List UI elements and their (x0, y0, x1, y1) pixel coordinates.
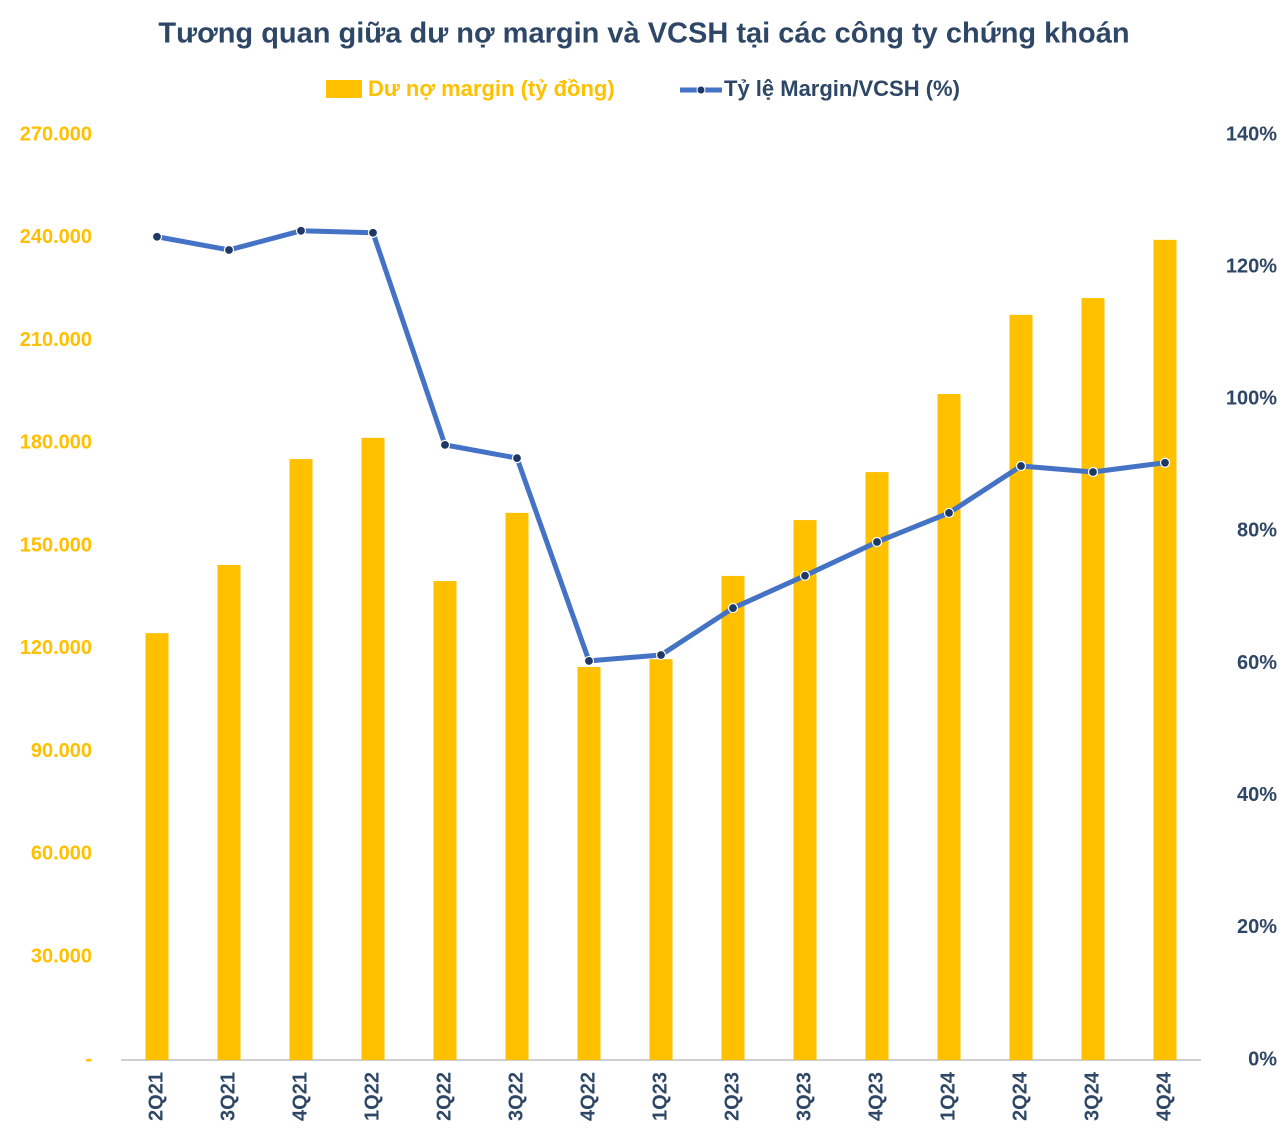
bar (649, 659, 673, 1060)
x-tick-label: 4Q22 (577, 1072, 599, 1121)
x-tick-label: 4Q21 (289, 1072, 311, 1121)
y-tick-label: 120.000 (20, 637, 92, 659)
legend-swatch (326, 80, 362, 98)
y2-tick-label: 40% (1237, 784, 1277, 806)
y2-tick-label: 0% (1248, 1048, 1277, 1070)
bar (433, 581, 457, 1060)
x-tick-label: 1Q22 (361, 1072, 383, 1121)
line-marker (1087, 466, 1099, 478)
bar (505, 512, 529, 1060)
line-marker (511, 452, 523, 464)
y-tick-label: 60.000 (31, 843, 92, 865)
x-tick-label: 3Q24 (1081, 1071, 1103, 1121)
y2-tick-label: 20% (1237, 916, 1277, 938)
legend-label: Tỷ lệ Margin/VCSH (%) (724, 76, 960, 101)
x-tick-label: 2Q24 (1009, 1071, 1031, 1121)
y-tick-label: 150.000 (20, 534, 92, 556)
bar (865, 472, 889, 1061)
y-tick-label: 180.000 (20, 432, 92, 454)
line-marker (223, 244, 235, 256)
y2-tick-label: 60% (1237, 652, 1277, 674)
bar (937, 394, 961, 1060)
bar (361, 437, 385, 1061)
x-tick-label: 2Q21 (145, 1072, 167, 1121)
line-marker (367, 227, 379, 238)
x-tick-label: 3Q22 (505, 1072, 527, 1121)
y-tick-label: 90.000 (31, 740, 92, 762)
line-marker (583, 655, 595, 667)
y-tick-label: 30.000 (31, 946, 92, 968)
line-marker (727, 602, 739, 614)
y2-tick-label: 120% (1226, 255, 1277, 277)
line-marker (439, 439, 451, 450)
y-tick-label: 270.000 (20, 123, 92, 145)
line-marker (1015, 460, 1027, 472)
y-tick-label: 210.000 (20, 329, 92, 351)
line-marker (871, 536, 883, 548)
y2-tick-label: 100% (1226, 388, 1277, 410)
line-marker (151, 231, 163, 242)
x-tick-label: 3Q23 (793, 1072, 815, 1121)
y2-tick-label: 140% (1226, 123, 1277, 145)
legend-marker (696, 85, 706, 95)
x-tick-label: 4Q24 (1153, 1071, 1175, 1121)
bar (217, 564, 241, 1060)
x-tick-label: 3Q21 (217, 1072, 239, 1121)
y2-tick-label: 80% (1237, 520, 1277, 542)
x-tick-label: 4Q23 (865, 1072, 887, 1121)
line-marker (655, 649, 667, 661)
bar (145, 633, 169, 1060)
x-tick-label: 2Q23 (721, 1072, 743, 1121)
bar (793, 520, 817, 1060)
bar (721, 575, 745, 1060)
y-tick-label: 240.000 (20, 226, 92, 248)
legend-label: Dư nợ margin (tỷ đồng) (368, 76, 615, 101)
bar (1009, 314, 1033, 1061)
line-marker (295, 225, 307, 236)
x-tick-label: 1Q24 (937, 1071, 959, 1121)
bar (289, 459, 313, 1060)
x-tick-label: 2Q22 (433, 1072, 455, 1121)
line-marker (799, 570, 811, 581)
chart-title: Tương quan giữa dư nợ margin và VCSH tại… (158, 18, 1129, 50)
y-tick-label: - (85, 1048, 92, 1070)
bar (1081, 298, 1105, 1060)
line-marker (1159, 457, 1171, 468)
x-tick-label: 1Q23 (649, 1072, 671, 1121)
bar (1153, 239, 1177, 1061)
bar (577, 667, 601, 1060)
line-marker (943, 507, 955, 519)
